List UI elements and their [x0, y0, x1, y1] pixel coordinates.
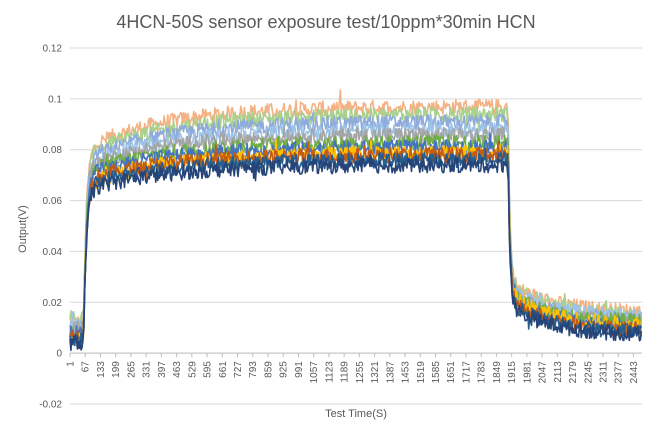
x-tick-label: 991: [294, 361, 305, 378]
x-tick-label: 727: [233, 361, 244, 378]
x-tick-label: 331: [142, 361, 153, 378]
x-tick-label: 925: [279, 361, 290, 378]
x-tick-label: 1783: [477, 361, 488, 384]
x-tick-label: 2377: [614, 361, 625, 384]
x-tick-label: 661: [218, 361, 229, 378]
x-tick-label: 1189: [340, 361, 351, 383]
y-tick-label: 0.12: [43, 44, 63, 55]
x-tick-label: 265: [126, 361, 137, 378]
x-tick-label: 1057: [309, 361, 320, 384]
x-tick-label: 199: [111, 361, 122, 378]
x-tick-label: 1123: [324, 361, 335, 383]
x-tick-label: 595: [203, 361, 214, 378]
x-tick-label: 1915: [507, 361, 518, 384]
x-tick-label: 1387: [385, 361, 396, 384]
y-tick-label: 0: [56, 349, 62, 360]
y-axis-ticks: -0.02 0 0.02 0.04 0.06 0.08 0.1 0.12: [39, 44, 62, 411]
x-tick-label: 1717: [461, 361, 472, 384]
y-tick-label: 0.1: [48, 94, 62, 105]
x-tick-label: 2179: [568, 361, 579, 384]
x-tick-label: 133: [96, 361, 107, 378]
y-axis-label: Output(V): [17, 205, 29, 253]
x-tick-label: 1519: [416, 361, 427, 384]
x-axis-ticks: 1 67 133 199 265 331 397 463 529 595 661 727 793 859 9…: [66, 353, 640, 383]
x-tick-label: 463: [172, 361, 183, 378]
x-tick-label: 397: [157, 361, 168, 378]
x-tick-label: 859: [263, 361, 274, 378]
x-tick-label: 529: [187, 361, 198, 378]
chart-title: 4HCN-50S sensor exposure test/10ppm*30mi…: [116, 12, 535, 32]
x-tick-label: 793: [248, 361, 259, 378]
y-tick-label: 0.02: [43, 298, 63, 309]
x-tick-label: 1321: [370, 361, 381, 384]
x-axis-label: Test Time(S): [325, 408, 387, 420]
x-tick-label: 1255: [355, 361, 366, 384]
y-tick-label: 0.06: [43, 196, 63, 207]
y-tick-label: 0.04: [43, 247, 63, 258]
series-line-2: [69, 106, 643, 326]
x-tick-label: 2113: [553, 361, 564, 383]
x-tick-label: 2311: [599, 361, 610, 383]
x-tick-label: 1: [66, 361, 77, 367]
x-tick-label: 1651: [446, 361, 457, 384]
y-tick-label: -0.02: [39, 400, 62, 411]
x-tick-label: 1585: [431, 361, 442, 384]
x-tick-label: 2245: [583, 361, 594, 384]
x-tick-label: 1453: [401, 361, 412, 384]
x-tick-label: 1849: [492, 361, 503, 384]
x-tick-label: 2047: [538, 361, 549, 384]
x-tick-label: 67: [81, 361, 92, 373]
chart-series-group: [69, 89, 643, 352]
chart-gridlines: [70, 47, 642, 405]
y-tick-label: 0.08: [43, 145, 63, 156]
x-tick-label: 2443: [629, 361, 640, 384]
series-line-8: [69, 138, 643, 347]
x-tick-label: 1981: [522, 361, 533, 384]
series-line-11: [69, 154, 643, 352]
